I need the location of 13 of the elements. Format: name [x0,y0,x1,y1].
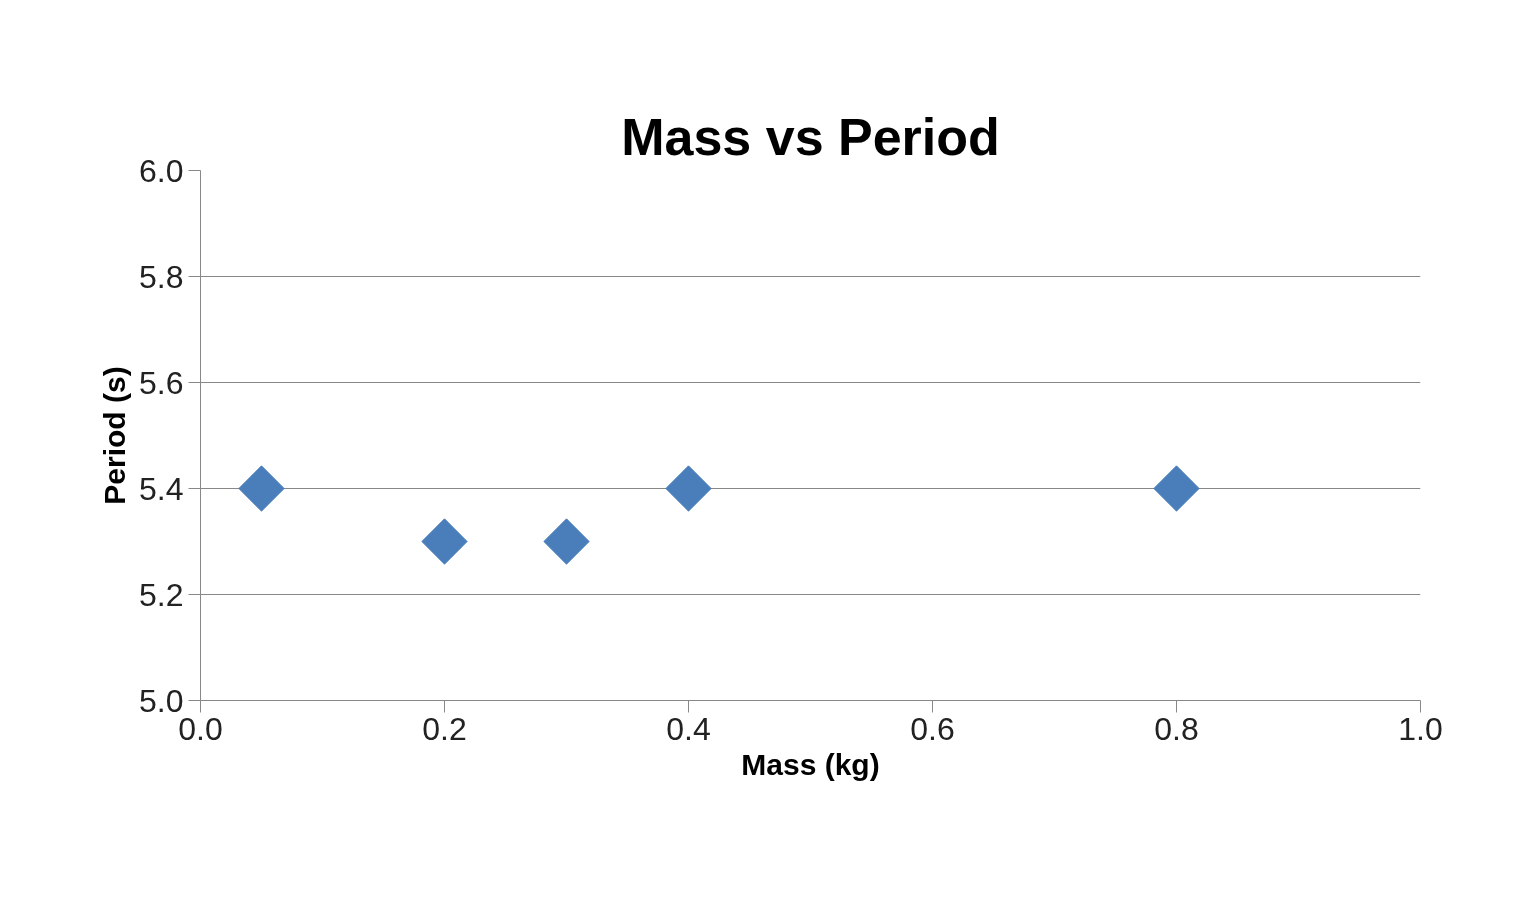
y-tick-label: 6.0 [139,152,184,189]
y-tick-label: 5.6 [139,364,184,401]
y-tick-label: 5.8 [139,258,184,295]
x-tick-label: 0.4 [666,710,711,747]
y-axis-title: Period (s) [98,366,132,505]
x-tick-label: 0.2 [422,710,467,747]
x-tick-label: 0.6 [910,710,955,747]
chart-title: Mass vs Period [621,107,1000,166]
x-tick-label: 1.0 [1398,710,1443,747]
x-tick-label: 0.8 [1154,710,1199,747]
y-tick-label: 5.4 [139,470,184,507]
x-axis-title: Mass (kg) [741,747,880,781]
y-tick-label: 5.2 [139,576,184,613]
